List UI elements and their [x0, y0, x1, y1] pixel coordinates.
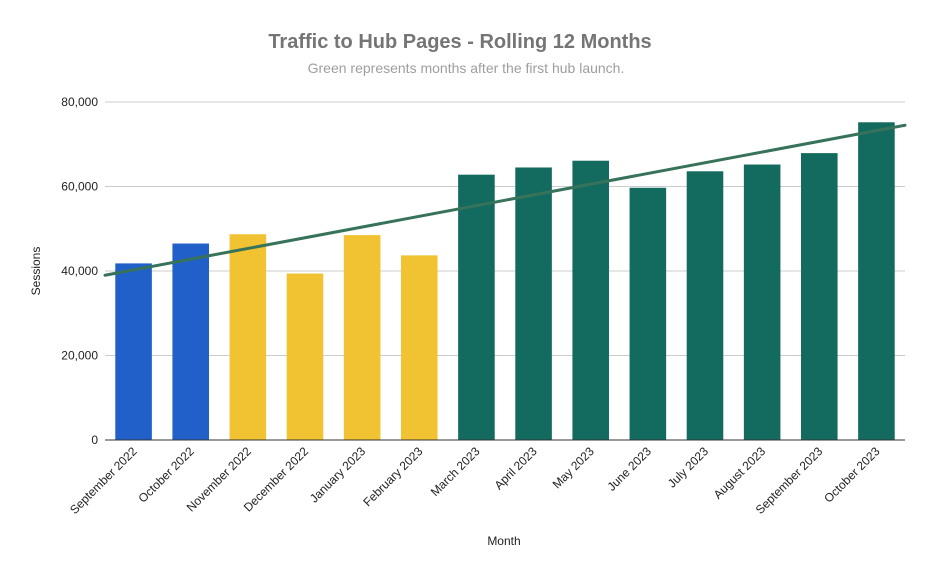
- bar: [286, 273, 324, 440]
- y-tick-label: 0: [91, 433, 98, 447]
- x-tick-label: February 2023: [360, 444, 425, 509]
- bar: [572, 160, 609, 441]
- x-tick-label: June 2023: [604, 444, 654, 494]
- bars: [115, 122, 895, 441]
- bar: [343, 235, 381, 440]
- bar: [229, 234, 267, 440]
- x-tick-label: May 2023: [550, 444, 597, 491]
- bar: [629, 187, 667, 440]
- chart-title: Traffic to Hub Pages - Rolling 12 Months: [268, 31, 651, 53]
- bar: [458, 174, 495, 441]
- y-tick-label: 40,000: [61, 264, 98, 278]
- x-tick-label: March 2023: [428, 444, 483, 499]
- x-tick-label: August 2023: [711, 444, 769, 502]
- y-axis-label: Sessions: [29, 247, 43, 296]
- bar: [401, 255, 438, 440]
- bar: [858, 122, 895, 440]
- x-tick-label: January 2023: [307, 444, 369, 506]
- bar: [172, 243, 209, 440]
- bar: [743, 164, 781, 440]
- bar: [801, 153, 838, 440]
- y-tick-label: 20,000: [61, 349, 98, 363]
- bar: [515, 167, 552, 441]
- y-axis-ticks: 0 20,000 40,000 60,000 80,000: [61, 95, 98, 447]
- gridlines: [105, 101, 905, 356]
- x-tick-label: October 2023: [821, 444, 883, 506]
- y-tick-label: 80,000: [61, 95, 98, 109]
- chart-subtitle: Green represents months after the first …: [308, 60, 625, 76]
- trendline-group: [103, 123, 907, 277]
- x-tick-label: September 2022: [67, 444, 140, 517]
- x-tick-label: April 2023: [492, 444, 540, 492]
- bar: [686, 171, 724, 441]
- x-axis-label: Month: [487, 534, 520, 548]
- x-tick-label: July 2023: [665, 444, 711, 490]
- trendline: [103, 123, 907, 277]
- x-tick-label: October 2022: [136, 444, 198, 506]
- y-tick-label: 60,000: [61, 180, 98, 194]
- bar: [115, 263, 152, 440]
